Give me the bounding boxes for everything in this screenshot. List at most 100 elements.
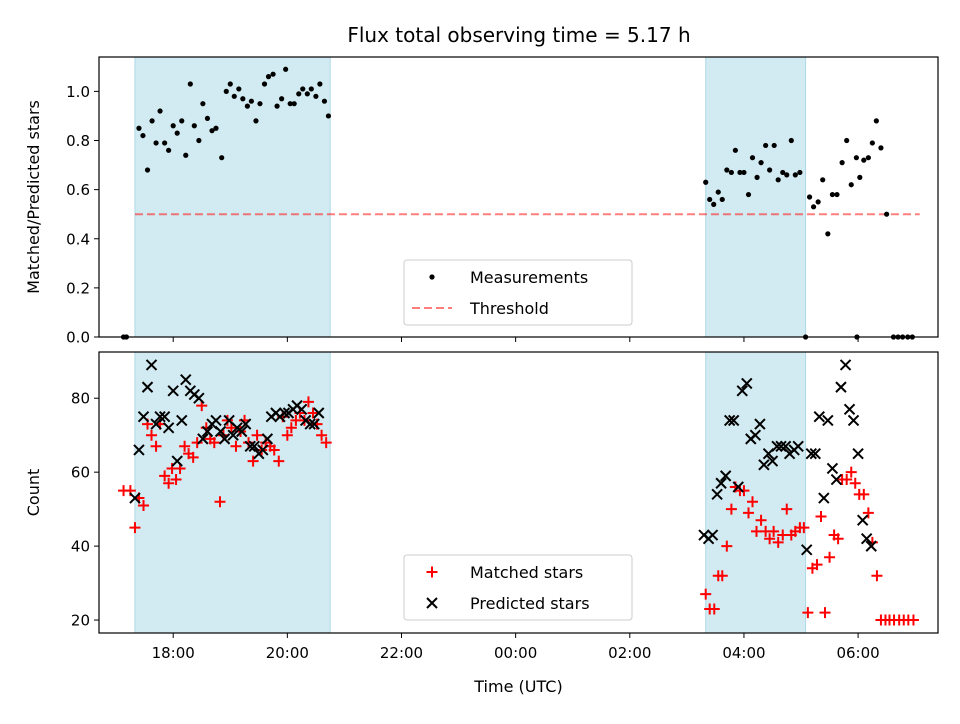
measurement-point [236, 86, 242, 92]
predicted-point [865, 540, 877, 552]
predicted-point [754, 418, 766, 430]
matched-point [721, 540, 733, 552]
measurement-point [728, 169, 734, 176]
x-tick-label: 04:00 [722, 644, 765, 662]
legend-box [403, 259, 633, 326]
matched-point [146, 429, 158, 441]
shaded-interval [134, 56, 331, 338]
measurement-point [839, 160, 845, 166]
measurement-point [265, 74, 272, 80]
panel-top: 0.0 0.2 0.4 0.6 0.8 1.0 Matched/Predicted star… [24, 56, 939, 347]
predicted-point [129, 492, 141, 504]
predicted-point [239, 418, 252, 430]
shaded-interval [705, 56, 807, 338]
matched-point [247, 455, 259, 467]
legend: Measurements Threshold [403, 259, 633, 326]
predicted-point [278, 407, 291, 419]
matched-point [214, 496, 226, 508]
matched-point [755, 514, 767, 526]
measurement-point [767, 167, 773, 173]
matched-point [150, 440, 162, 452]
measurement-point [815, 199, 821, 205]
y-tick-label: 80 [71, 390, 90, 408]
measurement-point [865, 155, 871, 161]
predicted-point [719, 470, 732, 482]
measurement-point [834, 191, 840, 198]
predicted-point [257, 444, 269, 456]
predicted-point [758, 459, 770, 471]
measurement-point [240, 96, 246, 102]
legend-label: Predicted stars [470, 594, 590, 613]
measurement-point [869, 140, 875, 146]
predicted-point [805, 447, 818, 460]
measurement-point [792, 172, 798, 178]
predicted-point [736, 385, 748, 397]
predicted-point [732, 481, 744, 493]
matched-point [815, 511, 827, 523]
matched-point [129, 522, 141, 534]
matched-point [221, 414, 233, 426]
measurement-point [157, 108, 163, 114]
matched-point [170, 474, 182, 486]
predicted-point [749, 429, 762, 441]
shaded-interval [134, 351, 331, 634]
predicted-point [839, 359, 852, 371]
x-tick-label: 06:00 [836, 644, 879, 662]
measurement-point [257, 101, 263, 107]
legend-marker-dot [429, 274, 435, 280]
measurement-point [771, 142, 777, 149]
y-tick-label: 0.8 [66, 132, 90, 150]
predicted-point [843, 403, 856, 416]
measurement-point [741, 169, 747, 176]
measurement-point [183, 152, 189, 158]
matched-point [841, 474, 853, 486]
predicted-point [771, 440, 783, 452]
predicted-point [235, 425, 248, 438]
measurement-point [283, 66, 289, 72]
predicted-point [304, 418, 316, 430]
measurement-point [153, 140, 159, 146]
matched-point [781, 503, 793, 515]
matched-point [163, 477, 175, 489]
matched-point [251, 429, 263, 441]
measurement-point [223, 88, 229, 94]
matched-point [273, 455, 285, 467]
matched-point [907, 614, 919, 626]
x-tick-label: 02:00 [608, 644, 651, 662]
axes-frame [98, 56, 939, 338]
measurement-point [296, 91, 302, 97]
predicted-point [779, 440, 792, 452]
measurement-point [308, 86, 314, 92]
predicted-point [715, 477, 727, 489]
x-axis-label: Time (UTC) [473, 677, 562, 696]
y-tick-label: 0.0 [66, 329, 90, 347]
measurement-point [136, 125, 142, 131]
predicted-point [167, 385, 179, 397]
measurement-point [715, 189, 721, 195]
predicted-point [176, 414, 188, 427]
predicted-point [137, 410, 150, 423]
matched-point [230, 440, 242, 452]
measurement-point [213, 125, 219, 131]
panel-bottom: 20 40 60 80 18:00 20:00 22:00 00:00 02:00 04:00 06… [24, 351, 939, 696]
shaded-interval [705, 351, 807, 634]
y-tick-label: 0.2 [66, 279, 90, 297]
measurement-point [737, 169, 743, 176]
measurement-point [140, 132, 146, 139]
measurement-point [829, 191, 836, 198]
measurement-point [253, 118, 259, 124]
y-axis-label: Count [24, 469, 43, 517]
predicted-point [162, 422, 175, 434]
predicted-point [171, 455, 183, 467]
matched-point [191, 437, 203, 449]
predicted-point [766, 455, 779, 467]
legend: Matched stars Predicted stars [403, 554, 633, 621]
measurement-point [707, 196, 713, 203]
matched-point [768, 525, 780, 537]
matched-point [243, 437, 255, 449]
predicted-point [193, 392, 205, 404]
measurement-point [703, 179, 709, 185]
measurement-point [853, 155, 859, 161]
